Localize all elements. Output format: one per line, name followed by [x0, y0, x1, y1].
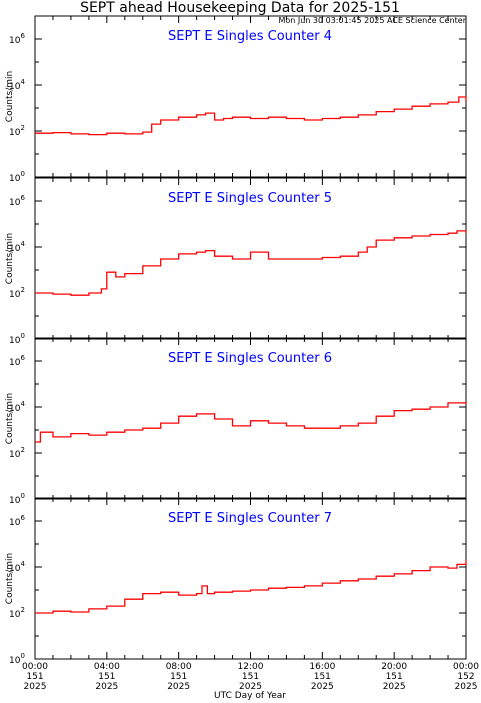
panel-title: SEPT E Singles Counter 5	[168, 191, 332, 206]
y-tick-label: 102	[9, 446, 25, 460]
x-tick-time-label: 12:00	[238, 662, 264, 672]
y-tick-label: 100	[9, 652, 25, 666]
x-tick-time-label: 04:00	[94, 662, 120, 672]
y-tick-label: 100	[9, 170, 25, 184]
y-tick-label: 100	[9, 492, 25, 506]
x-tick-year-label: 2025	[167, 682, 190, 692]
panel-2: SEPT E Singles Counter 5 Counts/min 100 102…	[5, 177, 467, 346]
x-tick-doy-label: 151	[242, 672, 259, 682]
panel-title: SEPT E Singles Counter 4	[168, 29, 332, 44]
x-tick-year-label: 2025	[455, 682, 478, 692]
x-tick-year-label: 2025	[383, 682, 406, 692]
panel-3: SEPT E Singles Counter 6 Counts/min 100 102…	[5, 337, 467, 506]
y-axis-label: Counts/min	[5, 71, 15, 122]
x-tick-time-label: 00:00	[22, 662, 48, 672]
x-tick-time-label: 16:00	[309, 662, 335, 672]
y-tick-label: 106	[9, 32, 25, 46]
y-tick-label: 106	[9, 354, 25, 368]
x-tick-doy-label: 152	[457, 672, 474, 682]
y-tick-label: 102	[9, 606, 25, 620]
x-axis-label: UTC Day of Year	[214, 691, 286, 701]
y-axis-label: Counts/min	[5, 393, 15, 444]
generation-timestamp: Mon Jun 30 03:01:45 2025 ACE Science Cen…	[278, 16, 466, 25]
x-tick-year-label: 2025	[24, 682, 47, 692]
y-tick-label: 102	[9, 124, 25, 138]
y-tick-label: 104	[9, 78, 25, 92]
figure-title: SEPT ahead Housekeeping Data for 2025-15…	[80, 0, 400, 16]
panel-4: SEPT E Singles Counter 7 Counts/min 100 102…	[5, 497, 467, 666]
x-tick-time-label: 20:00	[381, 662, 407, 672]
x-tick-doy-label: 151	[314, 672, 331, 682]
y-tick-label: 104	[9, 240, 25, 254]
y-tick-label: 106	[9, 194, 25, 208]
y-tick-label: 102	[9, 286, 25, 300]
y-tick-label: 100	[9, 332, 25, 346]
x-tick-year-label: 2025	[239, 682, 262, 692]
x-tick-doy-label: 151	[170, 672, 187, 682]
x-tick-doy-label: 151	[386, 672, 403, 682]
y-tick-label: 104	[9, 400, 25, 414]
panels-group: SEPT E Singles Counter 4 Counts/min 100 102…	[5, 15, 479, 692]
panel-title: SEPT E Singles Counter 7	[168, 511, 332, 526]
panel-title: SEPT E Singles Counter 6	[168, 351, 332, 366]
data-trace	[35, 560, 467, 614]
data-trace	[35, 230, 467, 296]
x-tick-doy-label: 151	[26, 672, 43, 682]
x-tick-year-label: 2025	[95, 682, 118, 692]
x-tick-time-label: 00:00	[453, 662, 479, 672]
x-tick-doy-label: 151	[98, 672, 115, 682]
y-tick-label: 104	[9, 560, 25, 574]
y-axis-label: Counts/min	[5, 233, 15, 284]
x-tick-time-label: 08:00	[166, 662, 192, 672]
data-trace	[35, 96, 467, 136]
y-axis-label: Counts/min	[5, 553, 15, 604]
y-tick-label: 106	[9, 514, 25, 528]
x-tick-year-label: 2025	[311, 682, 334, 692]
panel-1: SEPT E Singles Counter 4 Counts/min 100 102…	[5, 15, 467, 184]
data-trace	[35, 402, 467, 443]
